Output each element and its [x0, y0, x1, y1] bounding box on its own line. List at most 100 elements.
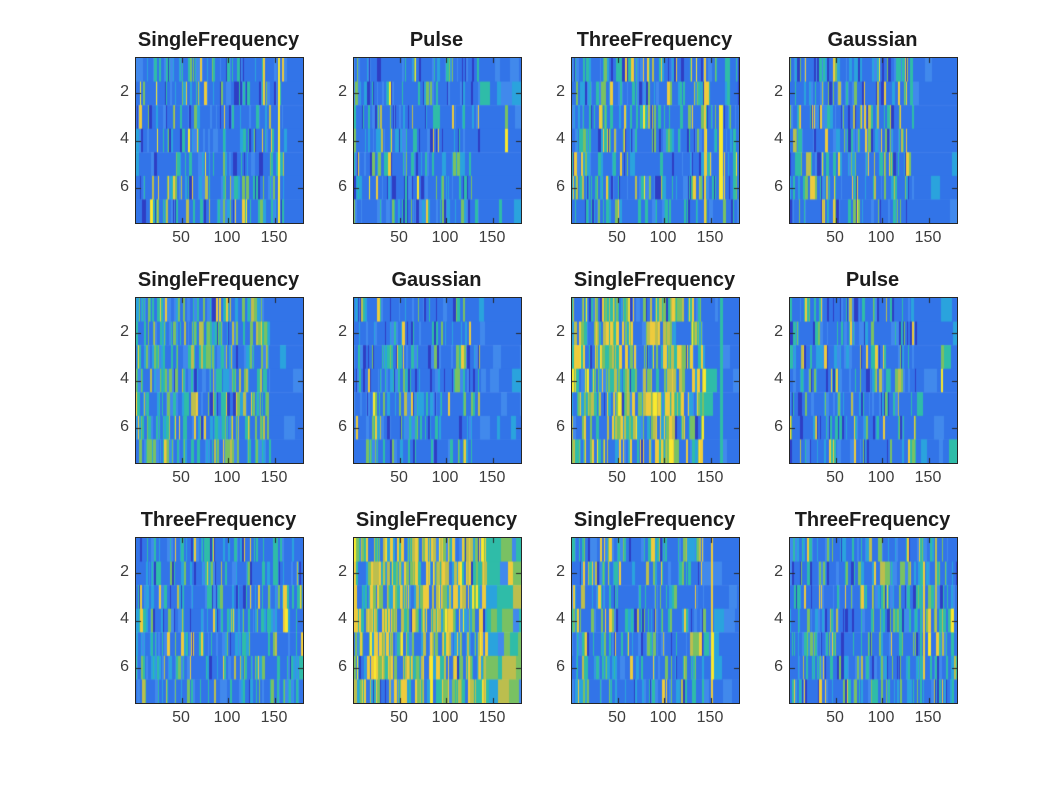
y-tick-label: 4 [556, 610, 565, 627]
x-tick-label: 50 [608, 469, 626, 486]
x-tick-label: 100 [431, 229, 459, 246]
subplot-r1c2: Pulse 2 4 6 50 100 150 [319, 29, 559, 254]
heatmap-canvas [353, 297, 522, 464]
x-tick-label: 150 [478, 709, 506, 726]
subplot-title: Pulse [845, 269, 900, 291]
y-tick-label: 6 [774, 178, 783, 195]
y-tick-label: 2 [556, 323, 565, 340]
heatmap-canvas [571, 297, 740, 464]
subplot-r3c1: ThreeFrequency 2 4 6 50 100 150 [101, 509, 341, 734]
subplot-r3c2: SingleFrequency 2 4 6 50 100 150 [319, 509, 559, 734]
subplot-title: SingleFrequency [573, 509, 736, 531]
x-tick-label: 150 [260, 229, 288, 246]
subplot-title: Gaussian [827, 29, 918, 51]
x-tick-label: 100 [867, 469, 895, 486]
y-tick-label: 4 [556, 370, 565, 387]
heatmap-canvas [353, 537, 522, 704]
y-tick-label: 4 [338, 610, 347, 627]
y-tick-label: 2 [556, 83, 565, 100]
subplot-title: SingleFrequency [137, 29, 300, 51]
x-tick-label: 100 [649, 709, 677, 726]
x-tick-label: 100 [649, 229, 677, 246]
y-tick-label: 6 [774, 418, 783, 435]
subplot-r1c1: SingleFrequency 2 4 6 50 100 150 [101, 29, 341, 254]
heatmap-canvas [571, 537, 740, 704]
x-tick-label: 100 [649, 469, 677, 486]
x-tick-label: 150 [696, 709, 724, 726]
subplot-title: ThreeFrequency [140, 509, 297, 531]
subplot-title: Gaussian [391, 269, 482, 291]
y-tick-label: 4 [120, 610, 129, 627]
x-tick-label: 150 [914, 229, 942, 246]
subplot-title: SingleFrequency [573, 269, 736, 291]
y-tick-label: 6 [338, 418, 347, 435]
y-tick-label: 6 [556, 418, 565, 435]
y-tick-label: 6 [774, 658, 783, 675]
x-tick-label: 50 [608, 709, 626, 726]
x-tick-label: 100 [213, 469, 241, 486]
subplot-title: SingleFrequency [355, 509, 518, 531]
heatmap-canvas [135, 297, 304, 464]
y-tick-label: 2 [120, 563, 129, 580]
x-tick-label: 100 [213, 229, 241, 246]
subplot-r2c4: Pulse 2 4 6 50 100 150 [755, 269, 995, 494]
subplot-title: ThreeFrequency [576, 29, 733, 51]
x-tick-label: 50 [390, 469, 408, 486]
subplot-r2c1: SingleFrequency 2 4 6 50 100 150 [101, 269, 341, 494]
y-tick-label: 4 [556, 130, 565, 147]
y-tick-label: 6 [556, 178, 565, 195]
x-tick-label: 50 [826, 709, 844, 726]
y-tick-label: 2 [774, 323, 783, 340]
x-tick-label: 100 [213, 709, 241, 726]
y-tick-label: 4 [774, 130, 783, 147]
y-tick-label: 2 [120, 83, 129, 100]
x-tick-label: 100 [867, 709, 895, 726]
heatmap-canvas [353, 57, 522, 224]
heatmap-canvas [789, 297, 958, 464]
x-tick-label: 50 [826, 469, 844, 486]
y-tick-label: 2 [774, 563, 783, 580]
x-tick-label: 100 [431, 709, 459, 726]
subplot-title: Pulse [409, 29, 464, 51]
subplot-title: ThreeFrequency [794, 509, 951, 531]
x-tick-label: 150 [696, 469, 724, 486]
y-tick-label: 6 [338, 178, 347, 195]
subplot-title: SingleFrequency [137, 269, 300, 291]
x-tick-label: 100 [431, 469, 459, 486]
x-tick-label: 100 [867, 229, 895, 246]
y-tick-label: 2 [556, 563, 565, 580]
y-tick-label: 6 [120, 658, 129, 675]
x-tick-label: 150 [478, 229, 506, 246]
x-tick-label: 50 [172, 469, 190, 486]
heatmap-canvas [789, 57, 958, 224]
y-tick-label: 2 [774, 83, 783, 100]
x-tick-label: 50 [608, 229, 626, 246]
heatmap-canvas [789, 537, 958, 704]
x-tick-label: 50 [172, 229, 190, 246]
x-tick-label: 150 [914, 469, 942, 486]
subplot-r2c3: SingleFrequency 2 4 6 50 100 150 [537, 269, 777, 494]
x-tick-label: 50 [390, 709, 408, 726]
x-tick-label: 150 [914, 709, 942, 726]
subplot-r1c4: Gaussian 2 4 6 50 100 150 [755, 29, 995, 254]
y-tick-label: 4 [338, 370, 347, 387]
heatmap-canvas [135, 57, 304, 224]
y-tick-label: 6 [120, 178, 129, 195]
subplot-r3c4: ThreeFrequency 2 4 6 50 100 150 [755, 509, 995, 734]
y-tick-label: 6 [338, 658, 347, 675]
x-tick-label: 150 [260, 709, 288, 726]
subplot-r1c3: ThreeFrequency 2 4 6 50 100 150 [537, 29, 777, 254]
heatmap-canvas [135, 537, 304, 704]
x-tick-label: 50 [172, 709, 190, 726]
subplot-r2c2: Gaussian 2 4 6 50 100 150 [319, 269, 559, 494]
x-tick-label: 150 [260, 469, 288, 486]
x-tick-label: 150 [696, 229, 724, 246]
y-tick-label: 6 [556, 658, 565, 675]
x-tick-label: 150 [478, 469, 506, 486]
heatmap-canvas [571, 57, 740, 224]
y-tick-label: 2 [338, 563, 347, 580]
y-tick-label: 6 [120, 418, 129, 435]
x-tick-label: 50 [390, 229, 408, 246]
y-tick-label: 4 [120, 130, 129, 147]
